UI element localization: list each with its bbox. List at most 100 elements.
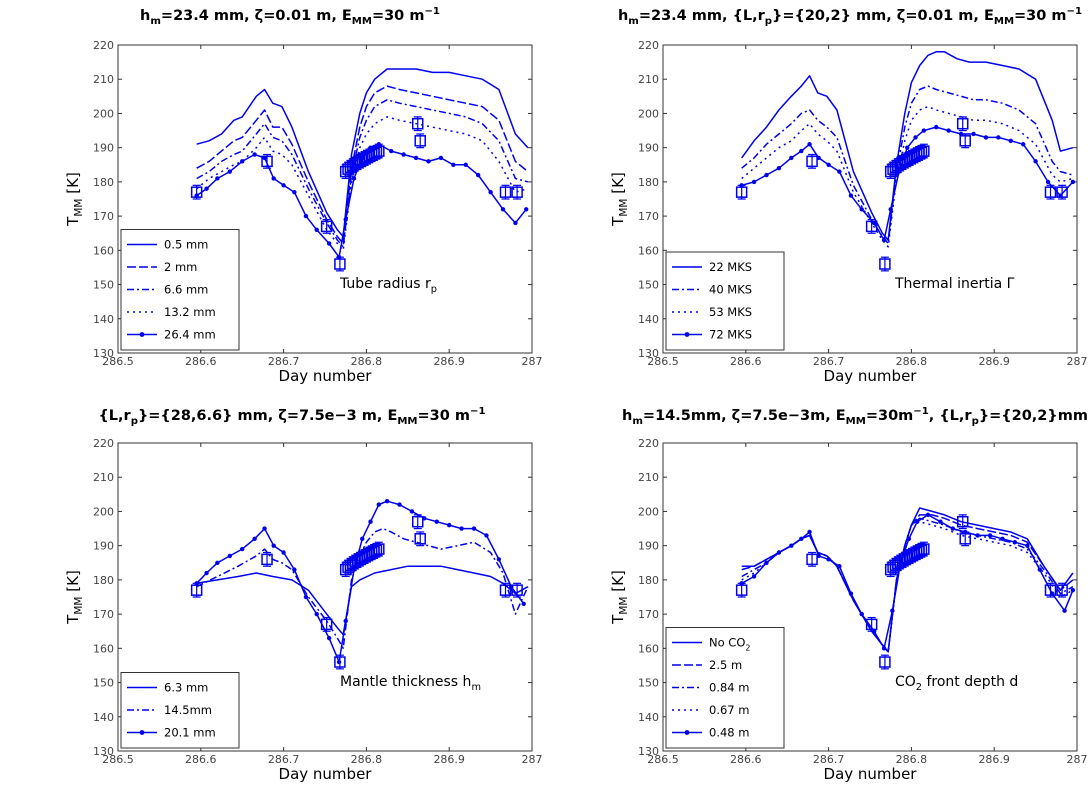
series-marker xyxy=(764,560,769,565)
series-marker xyxy=(438,155,444,161)
series-marker xyxy=(500,207,506,212)
series-marker xyxy=(764,172,769,178)
series-marker xyxy=(292,567,297,572)
obs-marker xyxy=(190,186,203,198)
obs-marker xyxy=(806,155,818,168)
x-tick-label: 286.5 xyxy=(102,753,134,766)
x-tick-label: 287 xyxy=(522,355,543,368)
legend-box xyxy=(665,627,785,749)
legend-label: 6.3 mm xyxy=(164,681,208,695)
series-marker xyxy=(389,148,394,154)
series-marker xyxy=(426,159,431,164)
series-marker xyxy=(859,611,864,617)
chart-annotation: Tube radius rp xyxy=(339,276,437,295)
series-marker xyxy=(451,162,456,167)
series-marker xyxy=(848,193,854,198)
legend-label: 13.2 mm xyxy=(164,305,216,319)
y-tick-label: 140 xyxy=(638,313,659,326)
x-axis-label: Day number xyxy=(279,367,373,385)
series-line-2 xyxy=(741,85,1074,245)
series-marker xyxy=(447,522,452,528)
obs-marker xyxy=(320,618,333,631)
x-tick-label: 286.5 xyxy=(647,753,679,766)
obs-marker xyxy=(261,553,273,566)
obs-marker xyxy=(373,145,385,157)
x-tick-label: 286.7 xyxy=(813,355,845,368)
x-axis-label: Day number xyxy=(279,765,373,783)
series-marker xyxy=(837,564,842,569)
obs-marker xyxy=(918,145,930,157)
y-tick-label: 180 xyxy=(638,176,659,189)
y-tick-label: 160 xyxy=(93,244,114,257)
series-marker xyxy=(888,207,893,212)
legend-label: 14.5mm xyxy=(164,703,212,717)
y-tick-label: 170 xyxy=(93,210,114,223)
chart-title: hm=23.4 mm, ζ=0.01 m, EMM=30 m−1 xyxy=(140,6,440,27)
series-line-5 xyxy=(741,514,1074,650)
series-marker xyxy=(524,207,529,212)
x-axis-label: Day number xyxy=(824,367,918,385)
obs-marker xyxy=(918,543,930,555)
y-tick-label: 200 xyxy=(93,505,114,518)
y-tick-label: 180 xyxy=(638,574,659,587)
series-marker xyxy=(1012,540,1018,545)
series-marker xyxy=(881,237,887,243)
series-marker xyxy=(1045,179,1051,185)
y-tick-label: 210 xyxy=(638,471,659,484)
series-marker xyxy=(314,611,319,617)
obs-marker xyxy=(735,186,748,198)
series-marker xyxy=(807,142,812,147)
legend-label: 2.5 m xyxy=(709,658,742,672)
series-marker xyxy=(475,172,481,178)
obs-marker xyxy=(499,186,512,198)
x-tick-label: 287 xyxy=(522,753,543,766)
chart-panel-2: hm=23.4 mm, {L,rp}={20,2} mm, ζ=0.01 m, … xyxy=(609,6,1088,385)
series-marker xyxy=(925,512,931,518)
legend-label: 2 mm xyxy=(164,260,197,274)
legend-label: 40 MKS xyxy=(709,283,752,297)
series-line-1 xyxy=(196,68,529,238)
obs-marker xyxy=(411,117,424,130)
obs-marker xyxy=(956,117,969,130)
obs-marker xyxy=(414,533,426,545)
series-marker xyxy=(459,526,464,531)
series-marker xyxy=(204,186,209,191)
y-tick-label: 200 xyxy=(638,505,659,518)
series-marker xyxy=(914,519,920,524)
y-tick-label: 190 xyxy=(93,540,114,553)
obs-marker xyxy=(511,584,523,596)
series-marker xyxy=(890,608,895,613)
plot-area xyxy=(117,44,533,354)
y-tick-label: 140 xyxy=(638,711,659,724)
y-tick-label: 200 xyxy=(93,107,114,120)
chart-panel-3: {L,rp}={28,6.6} mm, ζ=7.5e−3 m, EMM=30 m… xyxy=(64,406,543,783)
legend-label: 0.48 m xyxy=(709,726,749,740)
obs-marker xyxy=(956,515,969,528)
y-tick-label: 170 xyxy=(93,608,114,621)
y-tick-label: 140 xyxy=(93,313,114,326)
x-tick-label: 286.6 xyxy=(185,753,217,766)
legend: 22 MKS 40 MKS 53 MKS 72 MKS xyxy=(665,251,785,351)
series-marker xyxy=(513,220,518,226)
legend-box xyxy=(120,672,240,749)
series-marker xyxy=(227,553,232,559)
x-tick-label: 287 xyxy=(1067,355,1088,368)
series-marker xyxy=(826,162,831,167)
series-line-2 xyxy=(196,85,529,245)
chart-title: {L,rp}={28,6.6} mm, ζ=7.5e−3 m, EMM=30 m… xyxy=(98,406,485,427)
chart-title: hm=23.4 mm, {L,rp}={20,2} mm, ζ=0.01 m, … xyxy=(618,6,1082,27)
y-tick-label: 140 xyxy=(93,711,114,724)
obs-marker xyxy=(370,544,383,557)
series-marker xyxy=(996,135,1001,140)
series-marker xyxy=(434,519,439,524)
obs-marker xyxy=(373,543,385,555)
legend-label: 0.5 mm xyxy=(164,238,208,252)
series-marker xyxy=(463,162,468,167)
series-marker xyxy=(401,152,406,157)
y-tick-label: 180 xyxy=(93,574,114,587)
series-marker xyxy=(488,189,493,195)
obs-marker xyxy=(806,553,818,566)
series-line-1 xyxy=(741,507,1074,653)
series-marker xyxy=(1000,536,1005,542)
